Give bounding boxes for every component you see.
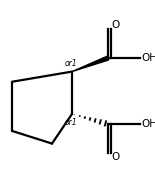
Polygon shape bbox=[72, 56, 109, 72]
Text: O: O bbox=[111, 152, 120, 162]
Text: or1: or1 bbox=[65, 118, 78, 127]
Text: OH: OH bbox=[142, 53, 155, 63]
Text: O: O bbox=[111, 20, 120, 30]
Text: OH: OH bbox=[142, 119, 155, 129]
Text: or1: or1 bbox=[65, 59, 78, 68]
